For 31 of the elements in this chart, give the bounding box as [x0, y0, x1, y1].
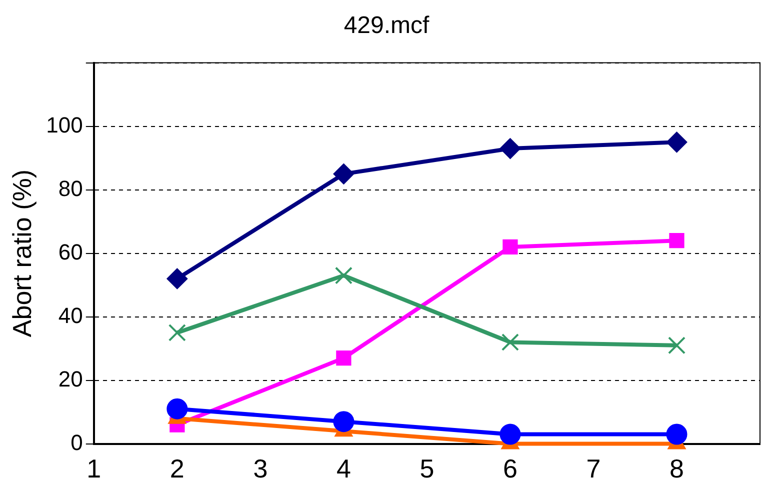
point: [501, 333, 519, 351]
point: [669, 233, 684, 248]
chart-title: 429.mcf: [344, 12, 430, 40]
y-tick-label: 40: [58, 302, 83, 328]
point: [500, 138, 521, 160]
point: [168, 324, 186, 342]
point: [336, 350, 352, 366]
point: [500, 424, 521, 445]
y-axis-title: Abort ratio (%): [6, 169, 37, 338]
point: [333, 163, 354, 184]
point: [666, 424, 688, 445]
x-tick-label: 6: [502, 454, 518, 484]
point: [166, 268, 188, 290]
y-tick-label: 60: [58, 239, 83, 264]
point: [668, 336, 686, 354]
x-tick-label: 5: [420, 454, 434, 484]
point: [333, 411, 354, 432]
x-tick-label: 4: [336, 454, 351, 484]
point: [666, 132, 688, 153]
y-tick-label: 0: [70, 430, 83, 455]
x-tick-label: 7: [586, 454, 601, 484]
point: [166, 398, 188, 420]
x-tick-label: 8: [670, 454, 684, 484]
x-tick-label: 3: [253, 454, 268, 484]
x-tick-label: 1: [86, 454, 102, 484]
x-tick-label: 2: [170, 454, 184, 484]
point: [502, 239, 518, 255]
y-tick-label: 80: [58, 176, 83, 201]
y-tick-label: 100: [46, 112, 83, 138]
y-tick-label: 20: [58, 366, 83, 392]
point: [334, 266, 352, 284]
